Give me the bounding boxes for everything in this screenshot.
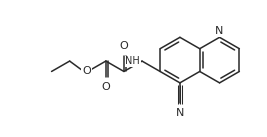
Text: O: O [101, 82, 110, 92]
Text: NH: NH [125, 56, 140, 66]
Text: O: O [82, 66, 91, 76]
Text: N: N [215, 26, 224, 36]
Text: O: O [120, 41, 128, 51]
Text: N: N [176, 108, 184, 118]
